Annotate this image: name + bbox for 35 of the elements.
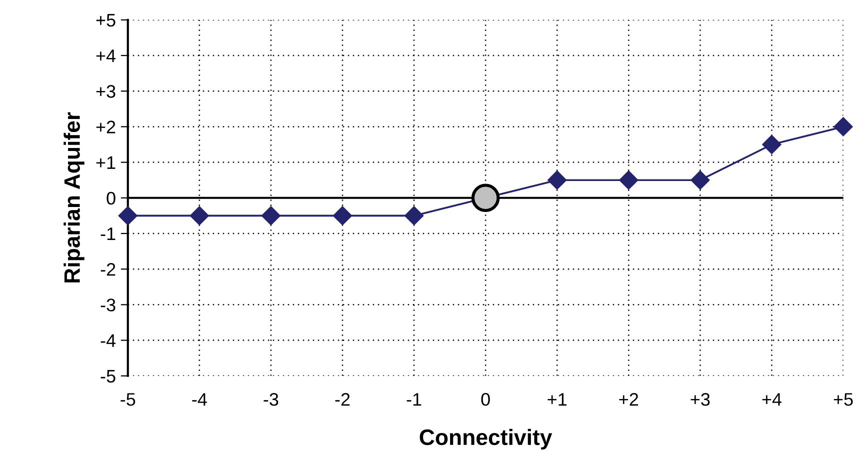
x-tick-label: -3 (264, 393, 278, 406)
y-tick-label: +4 (96, 50, 116, 62)
y-axis-title: Riparian Aquifer (64, 112, 84, 282)
x-tick-label: +3 (690, 393, 710, 406)
x-tick-label: -4 (192, 393, 207, 406)
x-tick-label: 0 (481, 393, 490, 406)
x-tick-label: -2 (335, 393, 350, 406)
y-tick-label: -1 (100, 228, 116, 240)
point (548, 170, 567, 190)
y-tick-label: +3 (96, 85, 116, 98)
point (261, 206, 280, 226)
y-tick-label: -5 (100, 370, 116, 383)
y-tick-label: +2 (96, 120, 116, 134)
point (834, 117, 853, 136)
point (619, 170, 638, 190)
y-tick-label: 0 (106, 192, 116, 205)
y-tick-label: +5 (96, 14, 116, 27)
point (118, 206, 138, 226)
point (404, 206, 424, 226)
point (190, 206, 209, 226)
x-tick-label: +2 (619, 393, 638, 406)
x-tick-label: +5 (834, 393, 853, 406)
x-axis-title: Connectivity (420, 428, 552, 450)
x-tick-label: +4 (762, 393, 782, 406)
y-tick-label: +1 (96, 156, 116, 169)
x-tick-label: -5 (120, 393, 136, 406)
y-tick-label: -4 (100, 334, 116, 347)
point (690, 170, 710, 190)
y-tick-label: -3 (100, 298, 116, 312)
point (332, 206, 352, 226)
x-tick-label: +1 (548, 393, 567, 406)
y-tick-label: -2 (100, 263, 116, 276)
x-tick-label: -1 (406, 393, 422, 406)
point (471, 184, 500, 212)
point (762, 134, 782, 154)
